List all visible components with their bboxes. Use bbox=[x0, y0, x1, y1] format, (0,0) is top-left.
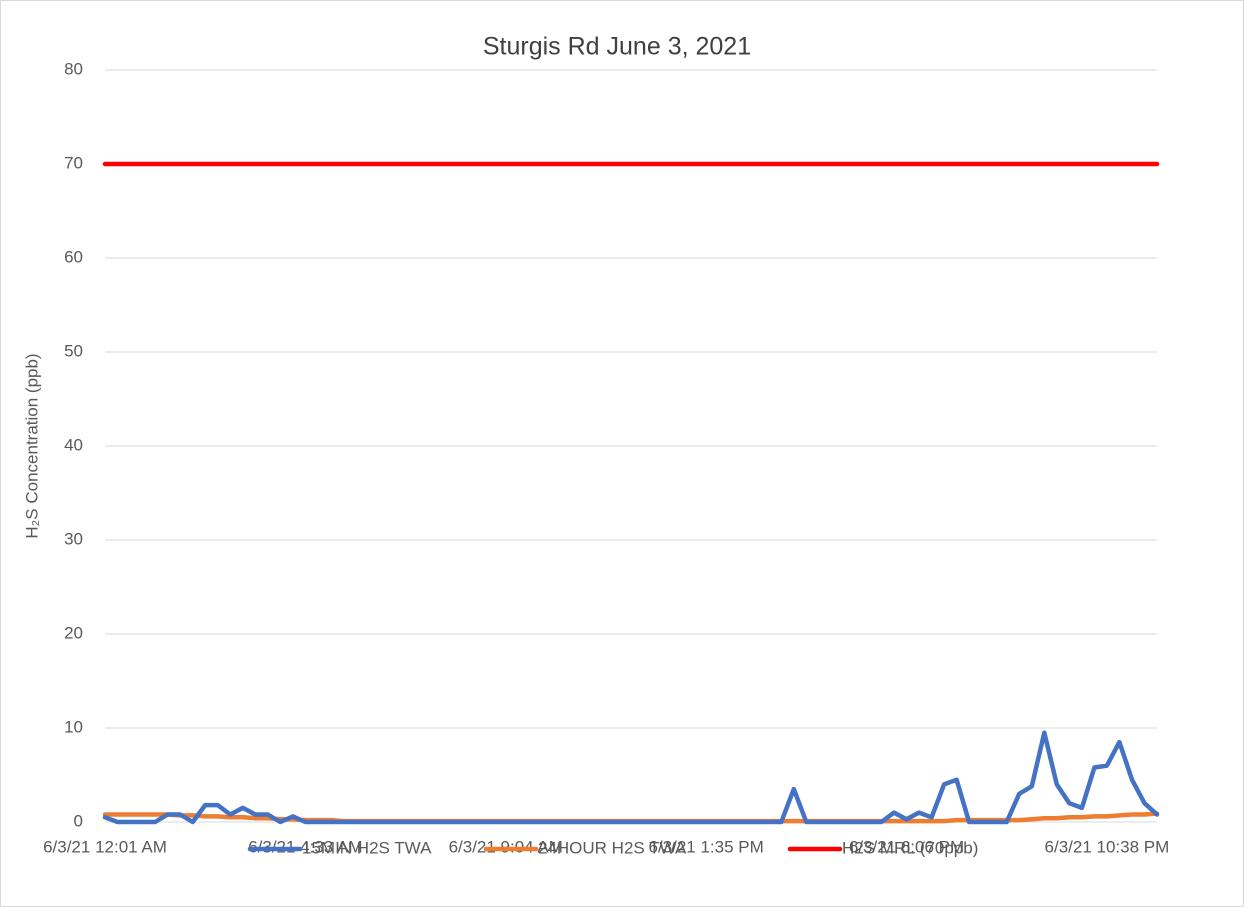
x-tick-label: 6/3/21 12:01 AM bbox=[43, 837, 167, 856]
chart-title: Sturgis Rd June 3, 2021 bbox=[483, 33, 751, 61]
y-tick-label: 70 bbox=[64, 153, 83, 172]
x-tick-label: 6/3/21 6:06 PM bbox=[849, 837, 964, 856]
y-tick-label: 20 bbox=[64, 623, 83, 642]
y-tick-label: 30 bbox=[64, 529, 83, 548]
y-axis-label: H₂S Concentration (ppb) bbox=[22, 353, 41, 538]
x-tick-label: 6/3/21 1:35 PM bbox=[648, 837, 763, 856]
y-tick-label: 40 bbox=[64, 435, 83, 454]
legend-label: 15MIN H2S TWA bbox=[302, 838, 432, 857]
y-tick-label: 0 bbox=[74, 811, 83, 830]
y-tick-label: 60 bbox=[64, 247, 83, 266]
legend-label: H2S MRL (70ppb) bbox=[842, 838, 978, 857]
series-line bbox=[102, 730, 1160, 825]
legend-label: 24HOUR H2S TWA bbox=[538, 838, 687, 857]
y-tick-label: 80 bbox=[64, 59, 83, 78]
y-tick-label: 10 bbox=[64, 717, 83, 736]
y-tick-label: 50 bbox=[64, 341, 83, 360]
x-tick-label: 6/3/21 4:33 AM bbox=[248, 837, 362, 856]
x-tick-label: 6/3/21 10:38 PM bbox=[1045, 837, 1170, 856]
